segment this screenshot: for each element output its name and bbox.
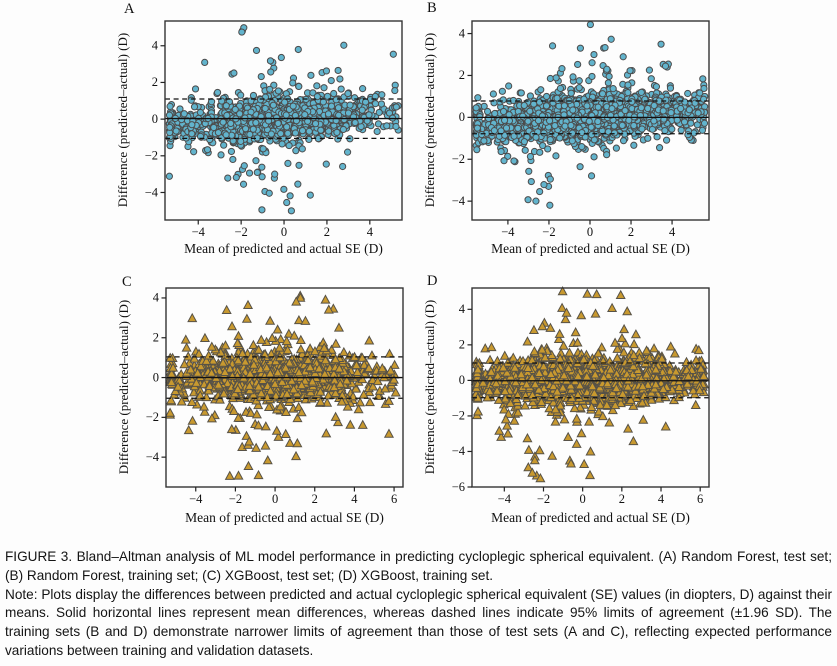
- panel-d-plot: [420, 266, 740, 534]
- panel-a-ylabel: Difference (predicted–actual) (D): [115, 32, 130, 208]
- panel-d-letter: D: [427, 273, 438, 289]
- note-text: Note: Plots display the differences betw…: [5, 586, 832, 659]
- panel-a-xlabel: Mean of predicted and actual SE (D): [184, 241, 383, 256]
- panel-c-plot: [100, 266, 422, 534]
- panel-a-plot: [100, 0, 420, 262]
- panel-b-xlabel: Mean of predicted and actual SE (D): [491, 241, 690, 256]
- panel-d-xlabel: Mean of predicted and actual SE (D): [491, 510, 690, 525]
- panel-c-ylabel: Difference (predicted–actual) (D): [116, 299, 131, 475]
- panel-d-ylabel: Difference (predicted–actual) (D): [422, 299, 437, 475]
- panel-c: C Difference (predicted–actual) (D) Mean…: [100, 266, 422, 534]
- panel-c-letter: C: [122, 274, 132, 290]
- panel-b-ylabel: Difference (predicted–actual) (D): [422, 32, 437, 208]
- bland-altman-figure: A Difference (predicted–actual) (D) Mean…: [100, 0, 740, 534]
- panel-b-plot: [420, 0, 740, 262]
- panel-a-letter: A: [124, 1, 135, 17]
- panel-b-letter: B: [427, 0, 437, 16]
- panel-c-xlabel: Mean of predicted and actual SE (D): [185, 510, 384, 525]
- panel-d: D Difference (predicted–actual) (D) Mean…: [420, 266, 740, 534]
- figure-caption: FIGURE 3. Bland–Altman analysis of ML mo…: [5, 548, 832, 661]
- panel-b: B Difference (predicted–actual) (D) Mean…: [420, 0, 740, 262]
- panel-a: A Difference (predicted–actual) (D) Mean…: [100, 0, 420, 262]
- caption-text: FIGURE 3. Bland–Altman analysis of ML mo…: [5, 549, 832, 583]
